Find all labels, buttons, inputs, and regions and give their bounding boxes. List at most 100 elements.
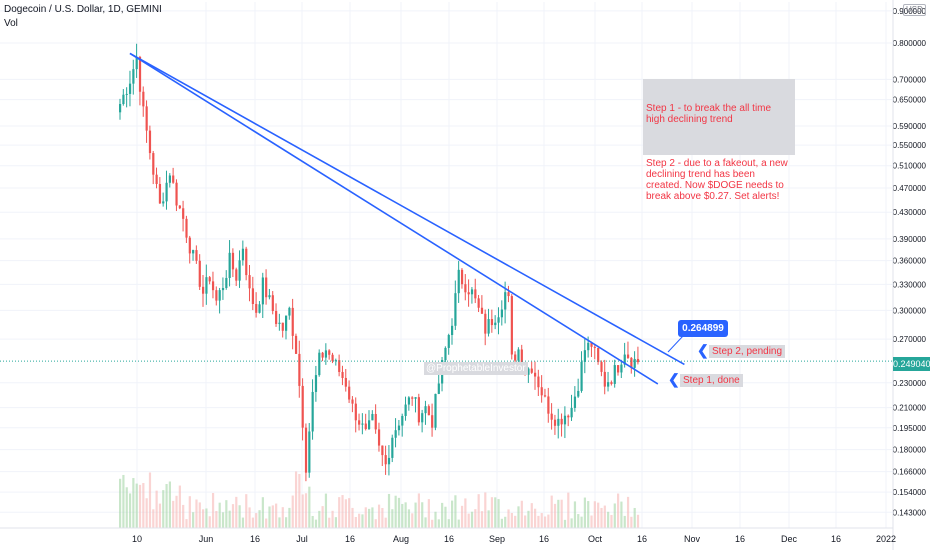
candle-body — [520, 349, 523, 368]
candle-body — [172, 175, 175, 183]
candle-body — [573, 396, 577, 408]
volume-bar — [543, 516, 547, 528]
candle-body — [258, 304, 261, 313]
volume-bar — [211, 492, 215, 528]
candle-body — [278, 322, 281, 324]
candle-body — [208, 277, 211, 282]
volume-bar — [381, 507, 384, 528]
volume-bar — [205, 508, 208, 528]
currency-badge[interactable]: USD — [903, 4, 926, 16]
volume-bar — [474, 509, 477, 528]
volume-bar — [470, 511, 474, 528]
volume-bar — [557, 499, 560, 528]
volume-bar — [314, 519, 318, 528]
volume-bar — [364, 507, 367, 528]
candle-body — [636, 358, 640, 363]
candle-body — [623, 354, 626, 365]
candle-body — [165, 182, 168, 202]
volume-bar — [484, 492, 487, 528]
volume-bar — [271, 505, 274, 528]
candle-body — [507, 292, 510, 297]
volume-bar — [617, 493, 620, 528]
price-axis[interactable]: 0.900000 0.800000 0.700000 0.650000 0.590000… — [892, 0, 927, 550]
time-axis[interactable]: 10 Jun 16 Jul 16 Aug 16 Sep 16 Oct 16 Nov 16 Dec 16 202… — [0, 527, 896, 544]
volume-bar — [517, 506, 520, 528]
candle-body — [517, 349, 520, 361]
volume-bar — [553, 503, 557, 528]
candle-body — [457, 269, 460, 294]
candle-body — [537, 376, 540, 388]
candle-body — [417, 397, 420, 423]
candle-body — [125, 93, 128, 95]
volume-bar — [208, 516, 211, 528]
volume-bar — [626, 496, 630, 528]
volume-bar — [258, 510, 261, 528]
candle-body — [198, 260, 201, 287]
volume-bar — [391, 509, 394, 528]
volume-bar — [527, 510, 530, 528]
x-tick-label: 16 — [345, 534, 355, 544]
volume-bar — [444, 506, 447, 528]
y-tick-label: 0.154000 — [893, 488, 927, 497]
volume-bar — [434, 511, 437, 528]
candle-body — [397, 425, 401, 431]
candle-body — [221, 287, 225, 291]
volume-bar — [630, 516, 633, 528]
candle-body — [338, 360, 341, 372]
volume-bar — [291, 495, 294, 528]
volume-bar — [238, 505, 241, 528]
volume-bar — [341, 495, 344, 528]
candle-body — [321, 352, 324, 358]
candle-body — [211, 281, 215, 291]
candle-body — [587, 342, 590, 351]
candle-body — [377, 429, 381, 446]
candle-body — [384, 455, 387, 465]
y-tick-label: 0.166000 — [893, 468, 927, 477]
x-tick-label: Jul — [296, 534, 308, 544]
volume-bar — [451, 500, 454, 528]
candle-body — [255, 304, 258, 313]
volume-bar — [235, 496, 238, 528]
volume-bar — [620, 501, 623, 528]
candle-body — [593, 346, 596, 348]
volume-bar — [182, 504, 185, 528]
candle-body — [288, 307, 291, 316]
note-step1: Step 1 - to break the all time high decl… — [646, 103, 774, 125]
candle-body — [265, 277, 268, 298]
volume-bar — [334, 517, 337, 528]
candle-body — [500, 309, 503, 318]
candle-body — [304, 427, 308, 473]
candle-body — [251, 288, 254, 305]
volume-bar — [487, 510, 490, 528]
candle-body — [477, 298, 480, 308]
candle-body — [504, 292, 507, 310]
volume-bar — [142, 483, 145, 528]
x-tick-label: Aug — [393, 534, 409, 544]
volume-bar — [122, 474, 125, 528]
candle-body — [454, 293, 457, 326]
volume-bar — [580, 516, 583, 528]
volume-bar — [534, 508, 537, 528]
candle-body — [155, 174, 158, 184]
volume-bar — [524, 515, 527, 528]
x-tick-label: 16 — [637, 534, 647, 544]
y-tick-label: 0.430000 — [893, 208, 927, 217]
candle-body — [301, 385, 304, 428]
x-tick-label: Nov — [684, 534, 701, 544]
volume-bar — [583, 497, 586, 528]
candle-body — [192, 250, 195, 254]
candle-body — [577, 390, 580, 397]
volume-bar — [261, 497, 264, 528]
volume-bar — [135, 483, 138, 528]
arrow-left-icon: ❮ — [668, 371, 680, 387]
candle-body — [231, 252, 235, 270]
volume-bar — [245, 494, 248, 528]
volume-bar — [600, 507, 603, 528]
candle-body — [407, 397, 411, 405]
trendlines[interactable] — [129, 52, 685, 385]
trendline — [129, 52, 659, 385]
y-tick-label: 0.143000 — [893, 508, 927, 517]
volume-bar — [573, 501, 577, 528]
candle-body — [218, 290, 221, 301]
candle-body — [404, 404, 407, 416]
